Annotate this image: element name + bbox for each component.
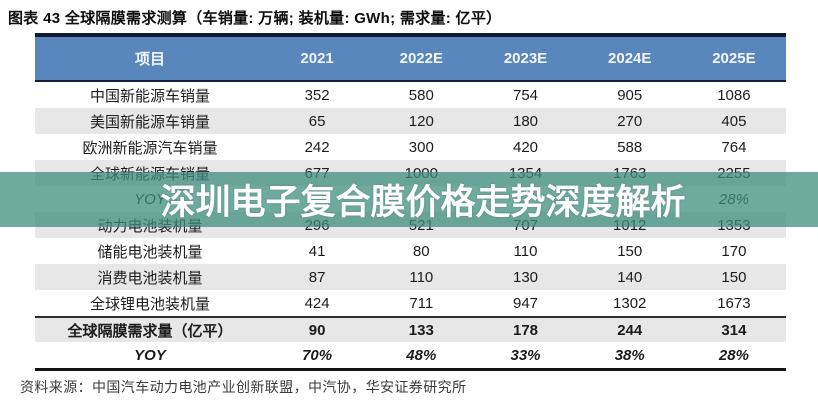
table-cell: 424 bbox=[304, 294, 330, 312]
watermark-text: 深圳电子复合膜价格走势深度解析 bbox=[160, 183, 686, 222]
row-label: 欧洲新能源汽车销量 bbox=[82, 139, 218, 157]
table-cell: 178 bbox=[512, 321, 539, 339]
table-header-row: 项目 2021 2022E 2023E 2024E 2025E bbox=[35, 37, 786, 82]
table-cell: 110 bbox=[409, 268, 434, 286]
table-cell: 405 bbox=[721, 112, 747, 130]
table-cell: 244 bbox=[617, 321, 643, 339]
header-cell-year: 2022E bbox=[399, 50, 443, 67]
table-cell: 48% bbox=[406, 346, 437, 364]
table-cell: 1086 bbox=[717, 86, 751, 104]
header-cell-year: 2025E bbox=[712, 50, 756, 67]
table-cell: 80 bbox=[412, 242, 430, 260]
table-cell: 41 bbox=[308, 242, 326, 260]
table-cell: 754 bbox=[512, 86, 539, 104]
row-label: 中国新能源车销量 bbox=[89, 87, 210, 105]
table-cell: 33% bbox=[510, 346, 541, 364]
header-cell-year: 2024E bbox=[608, 50, 652, 67]
table-cell: 180 bbox=[512, 112, 539, 130]
figure-title: 图表 43 全球隔膜需求测算（车销量: 万辆; 装机量: GWh; 需求量: 亿… bbox=[8, 10, 502, 27]
table-row: 美国新能源车销量 65 120 180 270 405 bbox=[35, 108, 786, 134]
table-row: 消费电池装机量 87 110 130 140 150 bbox=[35, 264, 786, 290]
table-row: 欧洲新能源汽车销量 242 300 420 588 764 bbox=[35, 134, 786, 160]
table-cell: 242 bbox=[304, 138, 330, 156]
watermark-banner: 深圳电子复合膜价格走势深度解析 bbox=[0, 172, 818, 227]
table-cell: 1302 bbox=[613, 294, 647, 312]
row-label: 美国新能源车销量 bbox=[89, 113, 210, 131]
table-cell: 130 bbox=[512, 268, 539, 286]
table-row: 储能电池装机量 41 80 110 150 170 bbox=[35, 238, 786, 264]
table-cell: 711 bbox=[409, 294, 434, 312]
table-cell: 38% bbox=[614, 346, 645, 364]
row-label: 储能电池装机量 bbox=[97, 243, 203, 261]
table-cell: 270 bbox=[617, 112, 643, 130]
table-row: 全球锂电池装机量 424 711 947 1302 1673 bbox=[35, 290, 786, 316]
table-cell: 588 bbox=[617, 138, 643, 156]
table-row: 全球隔膜需求量（亿平） 90 133 178 244 314 bbox=[35, 316, 786, 342]
table-cell: 352 bbox=[304, 86, 330, 104]
table-cell: 580 bbox=[408, 86, 434, 104]
table-cell: 70% bbox=[302, 346, 333, 364]
table-cell: 133 bbox=[408, 321, 434, 339]
row-label: 消费电池装机量 bbox=[97, 269, 203, 287]
table-cell: 110 bbox=[513, 242, 538, 260]
table-cell: 947 bbox=[512, 294, 539, 312]
table-cell: 300 bbox=[408, 138, 434, 156]
table-cell: 150 bbox=[721, 268, 747, 286]
table-cell: 120 bbox=[408, 112, 434, 130]
table-cell: 1673 bbox=[717, 294, 751, 312]
table-row: 中国新能源车销量 352 580 754 905 1086 bbox=[35, 82, 786, 108]
table-cell: 90 bbox=[308, 321, 326, 339]
table-cell: 65 bbox=[308, 112, 326, 130]
row-label: 全球隔膜需求量（亿平） bbox=[67, 322, 233, 340]
row-label: 全球锂电池装机量 bbox=[89, 295, 210, 313]
table-cell: 420 bbox=[512, 138, 539, 156]
table-cell: 905 bbox=[617, 86, 643, 104]
table-cell: 140 bbox=[617, 268, 643, 286]
table-cell: 170 bbox=[721, 242, 747, 260]
row-label: YOY bbox=[134, 346, 166, 364]
table-cell: 87 bbox=[308, 268, 326, 286]
table-row: YOY 70% 48% 33% 38% 28% bbox=[35, 342, 786, 368]
table-cell: 314 bbox=[721, 321, 747, 339]
header-cell-year: 2023E bbox=[503, 50, 548, 67]
table-cell: 150 bbox=[617, 242, 643, 260]
source-note: 资料来源：中国汽车动力电池产业创新联盟，中汽协，华安证券研究所 bbox=[20, 379, 467, 395]
header-cell-item: 项目 bbox=[134, 51, 165, 68]
table-cell: 764 bbox=[721, 138, 747, 156]
header-cell-year: 2021 bbox=[300, 50, 334, 67]
table-cell: 28% bbox=[718, 346, 749, 364]
